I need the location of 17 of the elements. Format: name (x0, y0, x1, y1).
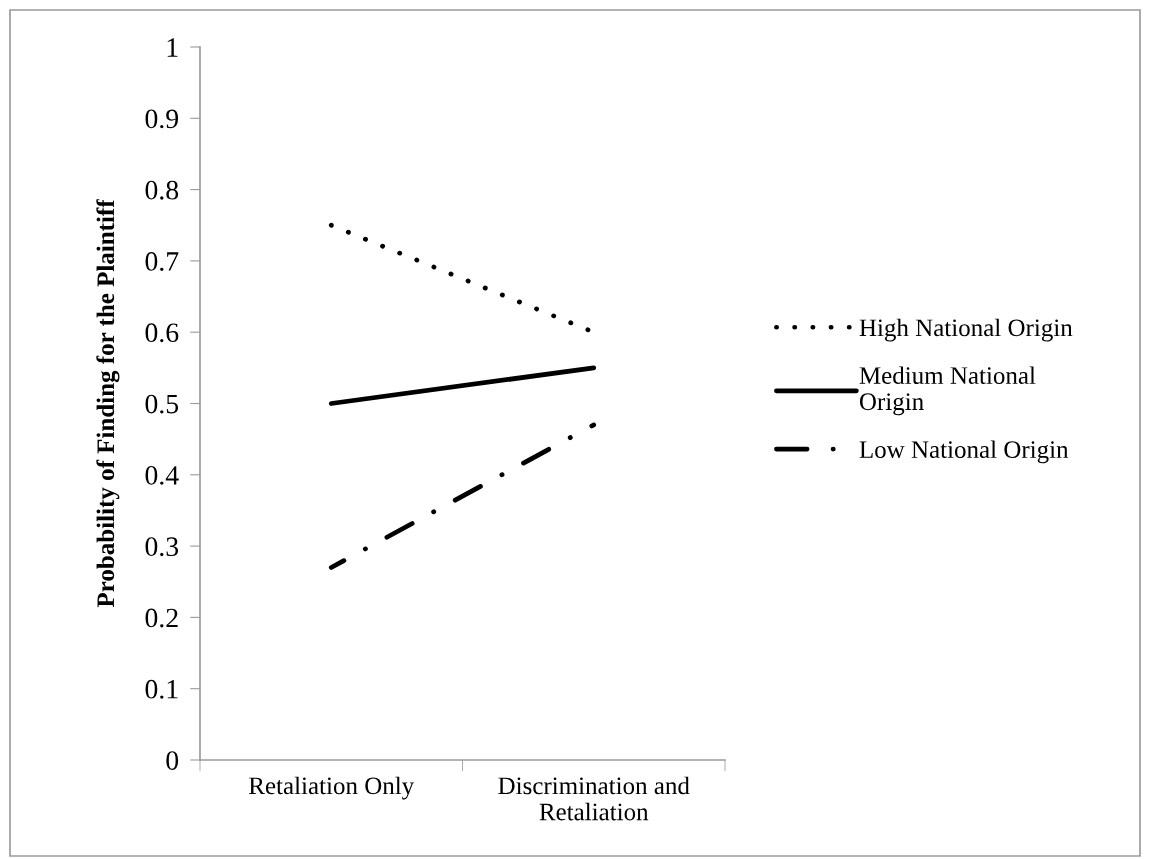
y-tick-label: 0.6 (145, 323, 179, 343)
y-tick-label: 0.5 (145, 394, 179, 414)
y-tick-label: 0.4 (145, 465, 179, 485)
y-tick-label: 0.1 (145, 679, 178, 699)
x-tick-label: Retaliation Only (249, 776, 415, 800)
y-tick-label: 0.3 (145, 537, 179, 557)
y-tick-label: 0.7 (145, 252, 179, 271)
y-tick-label: 1 (167, 38, 178, 57)
legend-label: High National Origin (859, 318, 1073, 342)
y-tick-label: 0.2 (145, 608, 178, 628)
legend-label: Low National Origin (859, 440, 1069, 464)
legend-label: Medium National Origin (859, 366, 1036, 416)
y-axis-title: Probability of Finding for the Plaintiff (96, 199, 120, 608)
y-tick-label: 0.9 (145, 109, 179, 129)
x-tick-label: Discrimination and Retaliation (498, 776, 690, 821)
y-tick-label: 0 (166, 751, 179, 770)
y-tick-label: 0.8 (145, 180, 179, 200)
